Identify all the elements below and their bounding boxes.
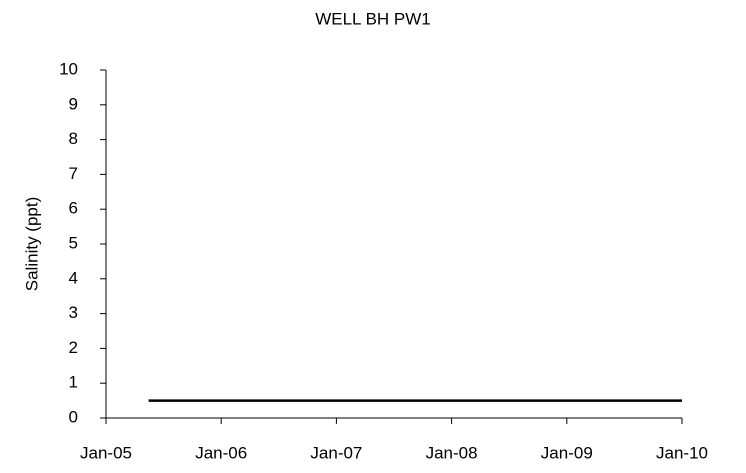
y-tick-label: 9 xyxy=(69,94,78,113)
y-tick-label: 5 xyxy=(69,233,78,252)
y-axis-label: Salinity (ppt) xyxy=(22,197,41,291)
y-tick-label: 7 xyxy=(69,164,78,183)
y-tick-label: 0 xyxy=(69,407,78,426)
y-tick-label: 3 xyxy=(69,303,78,322)
x-tick-label: Jan-09 xyxy=(541,443,593,462)
x-tick-label: Jan-06 xyxy=(195,443,247,462)
y-tick-label: 1 xyxy=(69,373,78,392)
x-tick-label: Jan-07 xyxy=(310,443,362,462)
x-tick-label: Jan-08 xyxy=(426,443,478,462)
y-tick-label: 4 xyxy=(69,268,78,287)
chart-title: WELL BH PW1 xyxy=(315,9,431,28)
y-tick-label: 8 xyxy=(69,129,78,148)
y-tick-label: 2 xyxy=(69,338,78,357)
y-tick-label: 6 xyxy=(69,199,78,218)
x-tick-label: Jan-10 xyxy=(656,443,708,462)
y-tick-label: 10 xyxy=(59,59,78,78)
x-tick-label: Jan-05 xyxy=(80,443,132,462)
